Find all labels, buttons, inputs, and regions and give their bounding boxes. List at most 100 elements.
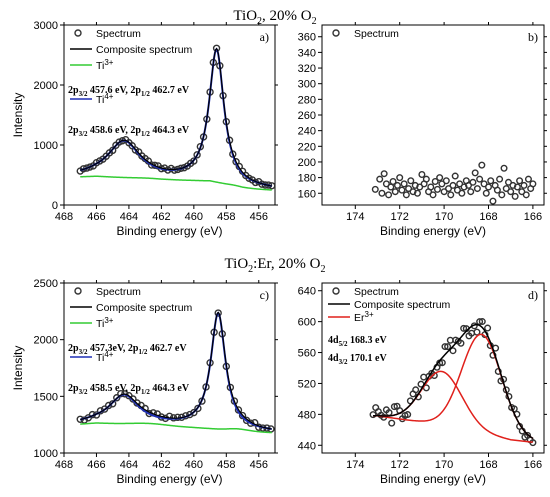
spectrum-point [476,175,484,183]
spectrum-point [190,408,198,417]
spectrum-point [449,181,457,189]
spectrum-point [487,177,495,185]
panel-d: 174 172 170 168 166 440 480 520 560 600 640 Binding… [298,280,547,486]
spectrum-point [86,163,94,171]
title-bottom: TiO2:Er, 20% O2 [225,256,326,275]
spectrum-point [451,172,459,180]
x-tick-label: 466 [87,211,105,223]
x-tick-label: 458 [217,459,235,471]
spectrum-point [389,178,397,186]
panel-label: a) [260,30,269,44]
spectrum-point [440,188,448,196]
plot-area [76,309,275,434]
x-tick-label: 456 [250,459,268,471]
spectrum-point [485,183,493,191]
legend-label: Spectrum [354,286,399,298]
legend-label: Composite spectrum [96,302,193,314]
spectrum-point [438,359,446,367]
spectrum-point [453,186,461,194]
spectrum-point [471,169,479,177]
composite-line [80,311,272,430]
spectrum-point [478,318,486,326]
spectrum-point [393,181,401,189]
y-tick-label: 320 [298,63,316,75]
spectrum-point [378,189,386,197]
x-axis-label: Binding energy (eV) [116,472,222,486]
spectrum-point [436,174,444,182]
spectrum-point [418,170,426,178]
legend-label: Spectrum [354,28,399,40]
spectrum-point [121,390,129,398]
y-axis-label: Intensity [11,346,25,391]
spectrum-point [476,318,484,326]
y-tick-label: 480 [298,409,316,421]
spectrum-point [400,180,408,188]
spectrum-point [398,186,406,194]
spectrum-point [416,183,424,191]
spectrum-point [405,185,413,193]
x-tick-label: 462 [152,211,170,223]
spectrum-point [190,157,198,165]
y-tick-label: 360 [298,32,316,44]
plot-frame [63,282,276,454]
ti3-fit-line [80,175,272,191]
spectrum-point [498,191,506,199]
spectrum-point [445,185,453,193]
legend-label: Ti4+ [96,92,114,106]
spectrum-point [431,178,439,186]
spectrum-point [129,395,137,403]
y-tick-label: 1000 [34,140,58,152]
spectrum-point [520,181,528,189]
spectrum-point [376,175,384,183]
spectrum-point [194,404,202,413]
spectrum-point [387,183,395,191]
spectrum-point [438,180,446,188]
y-axis-label: Intensity [11,93,25,138]
legend: Spectrum Composite spectrum Ti3+ Ti4+ [70,28,193,106]
composite-line [373,323,534,440]
y-tick-label: 160 [298,188,316,200]
x-tick-label: 460 [185,459,203,471]
plot-frame [321,282,545,454]
y-tick-label: 3000 [34,20,58,32]
y-tick-label: 260 [298,110,316,122]
spectrum-point [391,188,399,196]
x-tick-label: 168 [479,211,497,223]
spectrum-point [504,178,512,186]
composite-line [80,47,272,187]
legend-label: Ti4+ [96,350,114,364]
plot-area [76,44,275,191]
y-tick-label: 220 [298,141,316,153]
spectrum-point [480,180,488,188]
y-tick-label: 200 [298,157,316,169]
y-tick-label: 560 [298,348,316,360]
legend-label: Ti3+ [96,316,114,330]
y-tick-label: 0 [52,200,58,212]
x-tick-label: 166 [524,459,542,471]
spectrum-point [500,164,508,172]
ti4-fit-line [79,47,272,188]
annotation-1: 2p3/2 457.3eV, 2p1/2 462.7 eV [68,343,187,356]
spectrum-point [457,339,465,347]
x-tick-label: 462 [152,459,170,471]
spectrum-point [388,419,396,427]
x-axis-label: Binding energy (eV) [116,224,222,238]
er3-fit-line-1 [373,333,534,440]
x-axis-label: Binding energy (eV) [380,472,486,486]
x-tick-label: 172 [391,211,409,223]
title-top: TiO2, 20% O2 [233,8,316,27]
spectrum-point [429,191,437,199]
annotation-1: 4d5/2 168.3 eV [328,335,387,348]
spectrum-point [108,146,117,155]
spectrum-point [467,188,475,196]
spectrum-point [238,411,247,420]
spectrum-point [518,188,526,196]
spectrum-point [100,405,109,413]
spectrum-point [511,192,519,200]
spectrum-point [444,343,452,351]
annotation-1: 2p3/2 457.6 eV, 2p1/2 462.7 eV [68,85,190,98]
x-tick-label: 464 [120,211,138,223]
y-tick-label: 440 [298,440,316,452]
panel-label: c) [260,288,269,302]
